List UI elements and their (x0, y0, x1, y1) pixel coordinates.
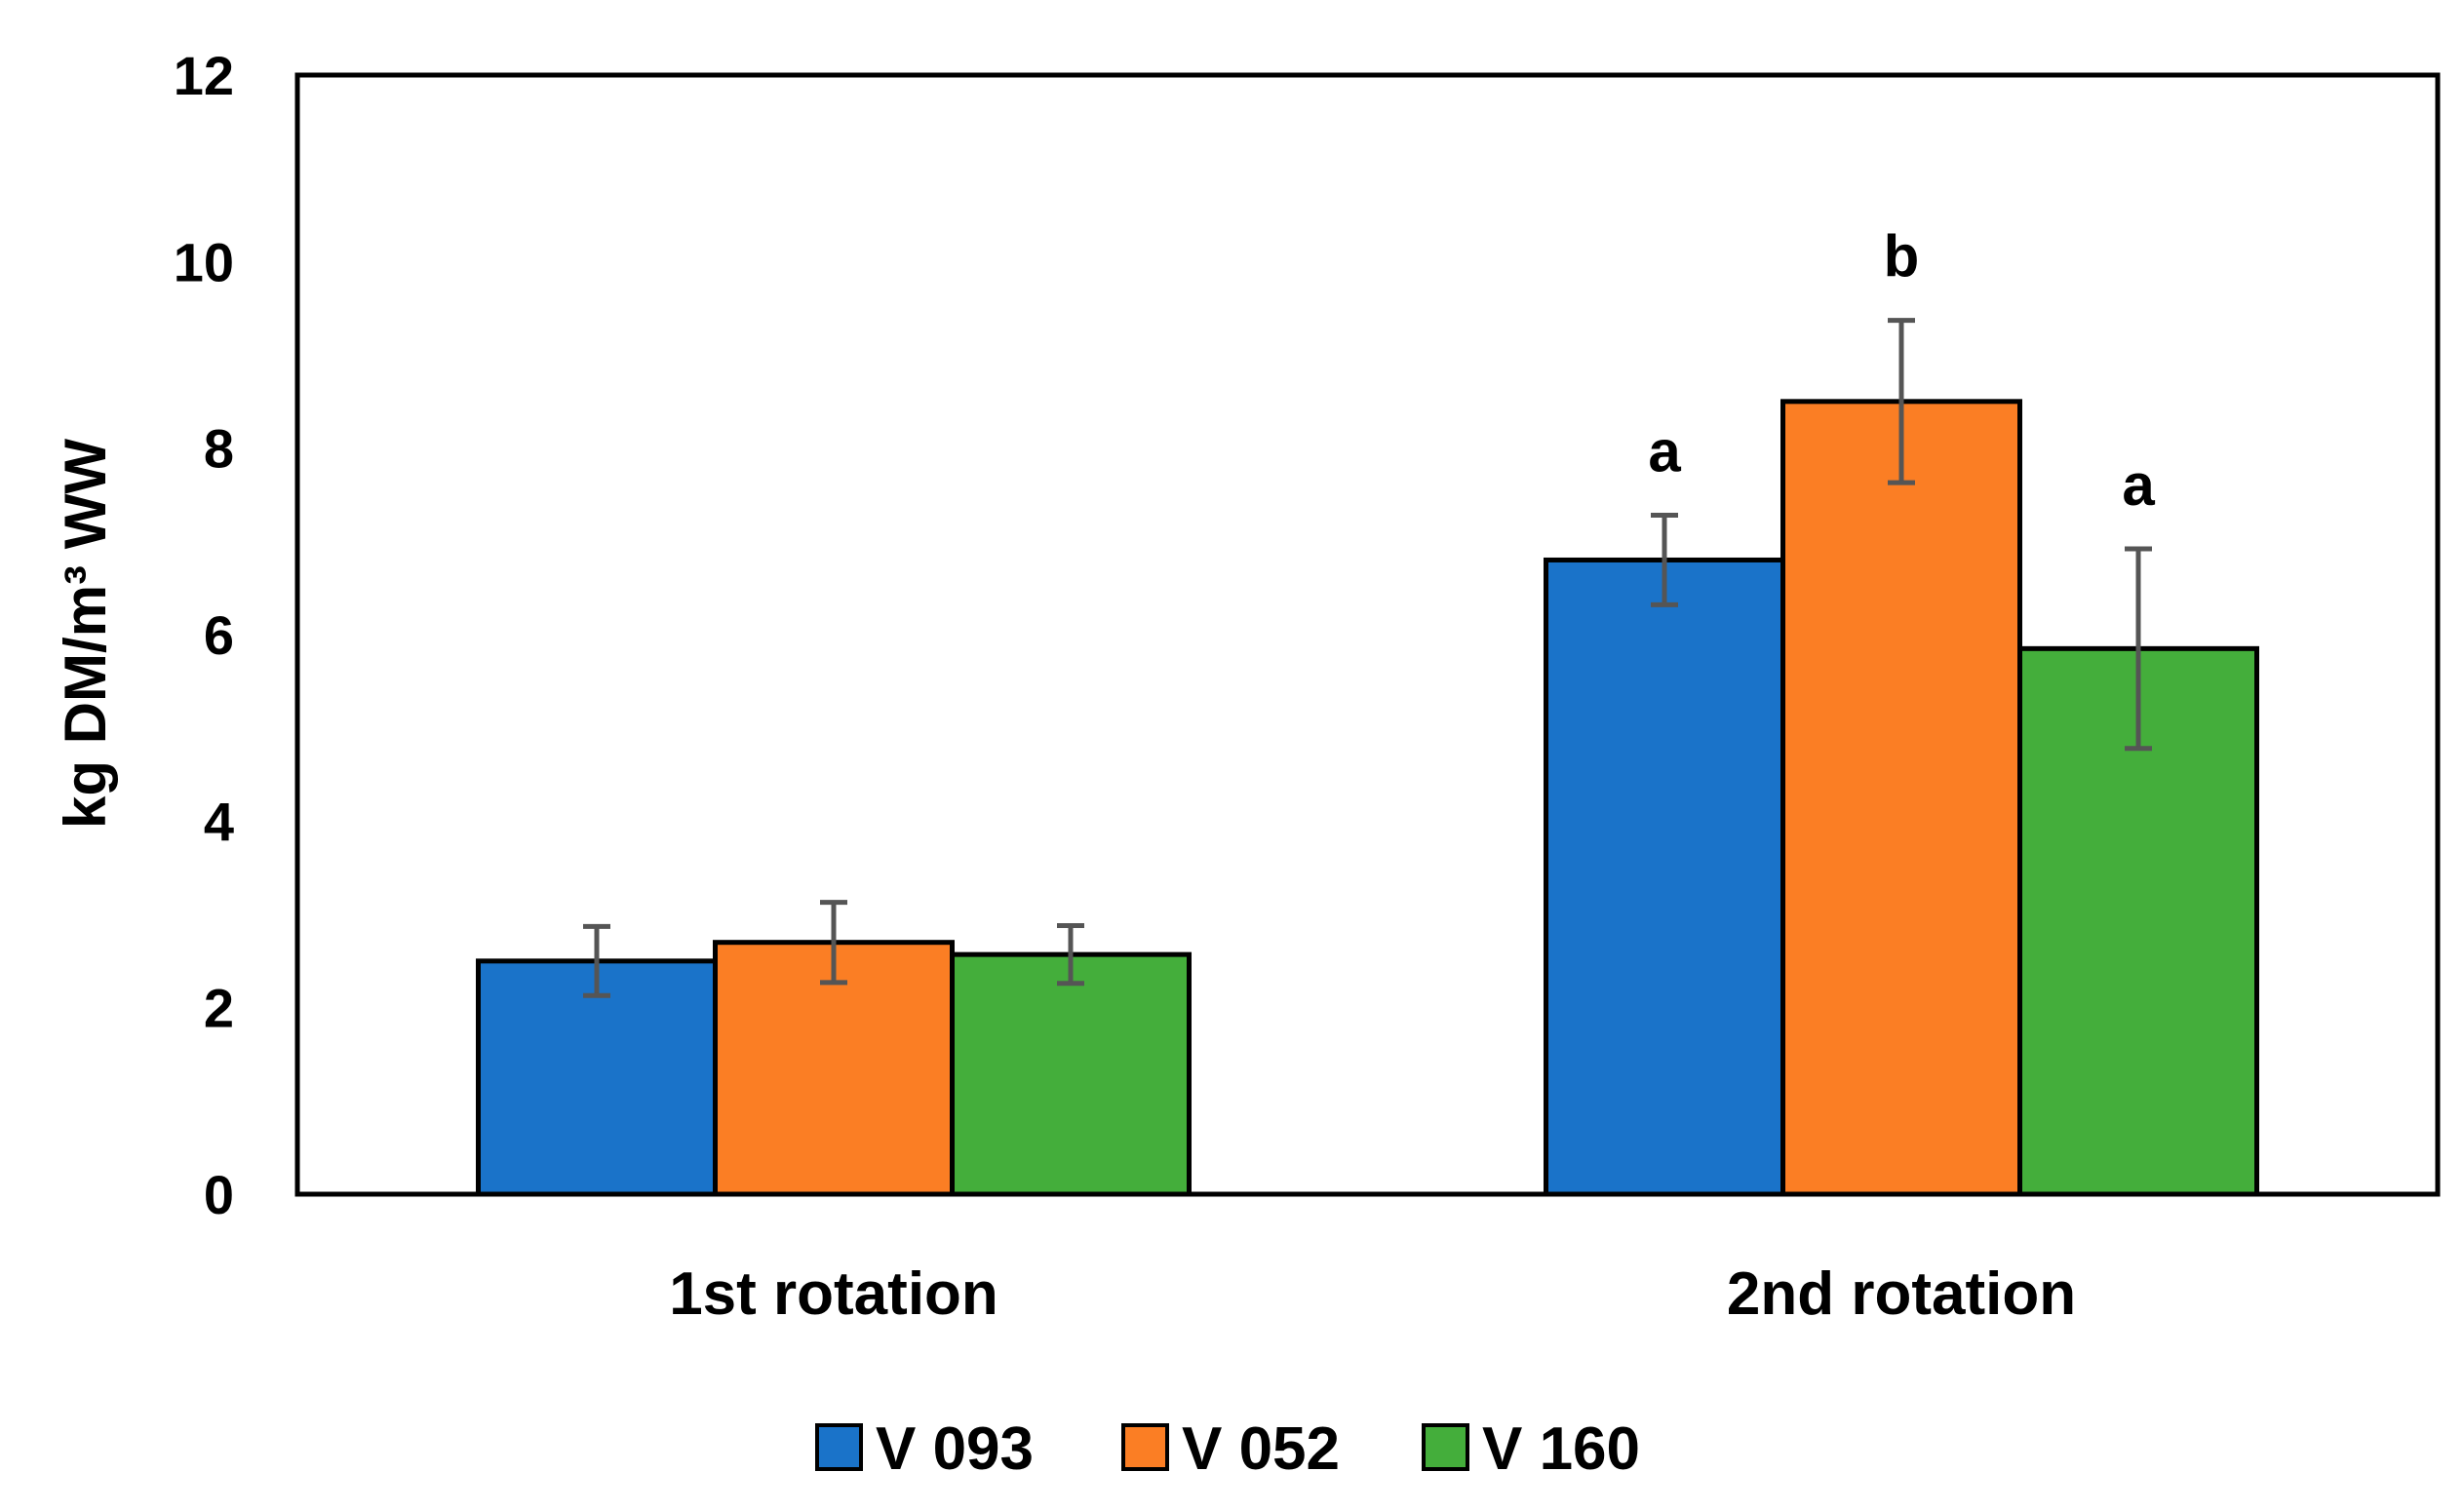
legend-label: V 093 (876, 1415, 1034, 1483)
bars (476, 399, 2259, 1197)
legend-swatch (815, 1423, 863, 1471)
y-tick-label: 0 (204, 1164, 234, 1225)
legend-label: V 160 (1482, 1415, 1640, 1483)
y-axis-ticks: 0 2 4 6 8 10 12 (174, 45, 234, 1225)
legend-swatch (1422, 1423, 1469, 1471)
significance-label: a (2122, 452, 2155, 518)
plot-area-frame (294, 72, 2441, 1197)
y-tick-label: 8 (204, 418, 234, 480)
category-labels: 1st rotation 2nd rotation (669, 1260, 2076, 1328)
y-axis-title: kg DM/m³ WW (53, 439, 118, 829)
bar (1544, 557, 1785, 1197)
significance-label: a (1648, 419, 1681, 484)
error-bars (583, 318, 2152, 998)
y-tick-label: 4 (204, 791, 234, 852)
y-tick-label: 12 (174, 45, 234, 106)
bar (1780, 399, 2022, 1197)
significance-label: b (1884, 224, 1920, 290)
bar (950, 951, 1192, 1197)
legend-swatch (1121, 1423, 1169, 1471)
y-tick-label: 6 (204, 604, 234, 666)
y-tick-label: 2 (204, 978, 234, 1039)
y-tick-label: 10 (174, 231, 234, 292)
category-label: 1st rotation (669, 1260, 998, 1328)
bar (476, 958, 718, 1197)
significance-labels: a b a (1648, 224, 2155, 518)
legend: V 093 V 052 V 160 (815, 1415, 1640, 1483)
category-label: 2nd rotation (1727, 1260, 2076, 1328)
legend-label: V 052 (1182, 1415, 1340, 1483)
